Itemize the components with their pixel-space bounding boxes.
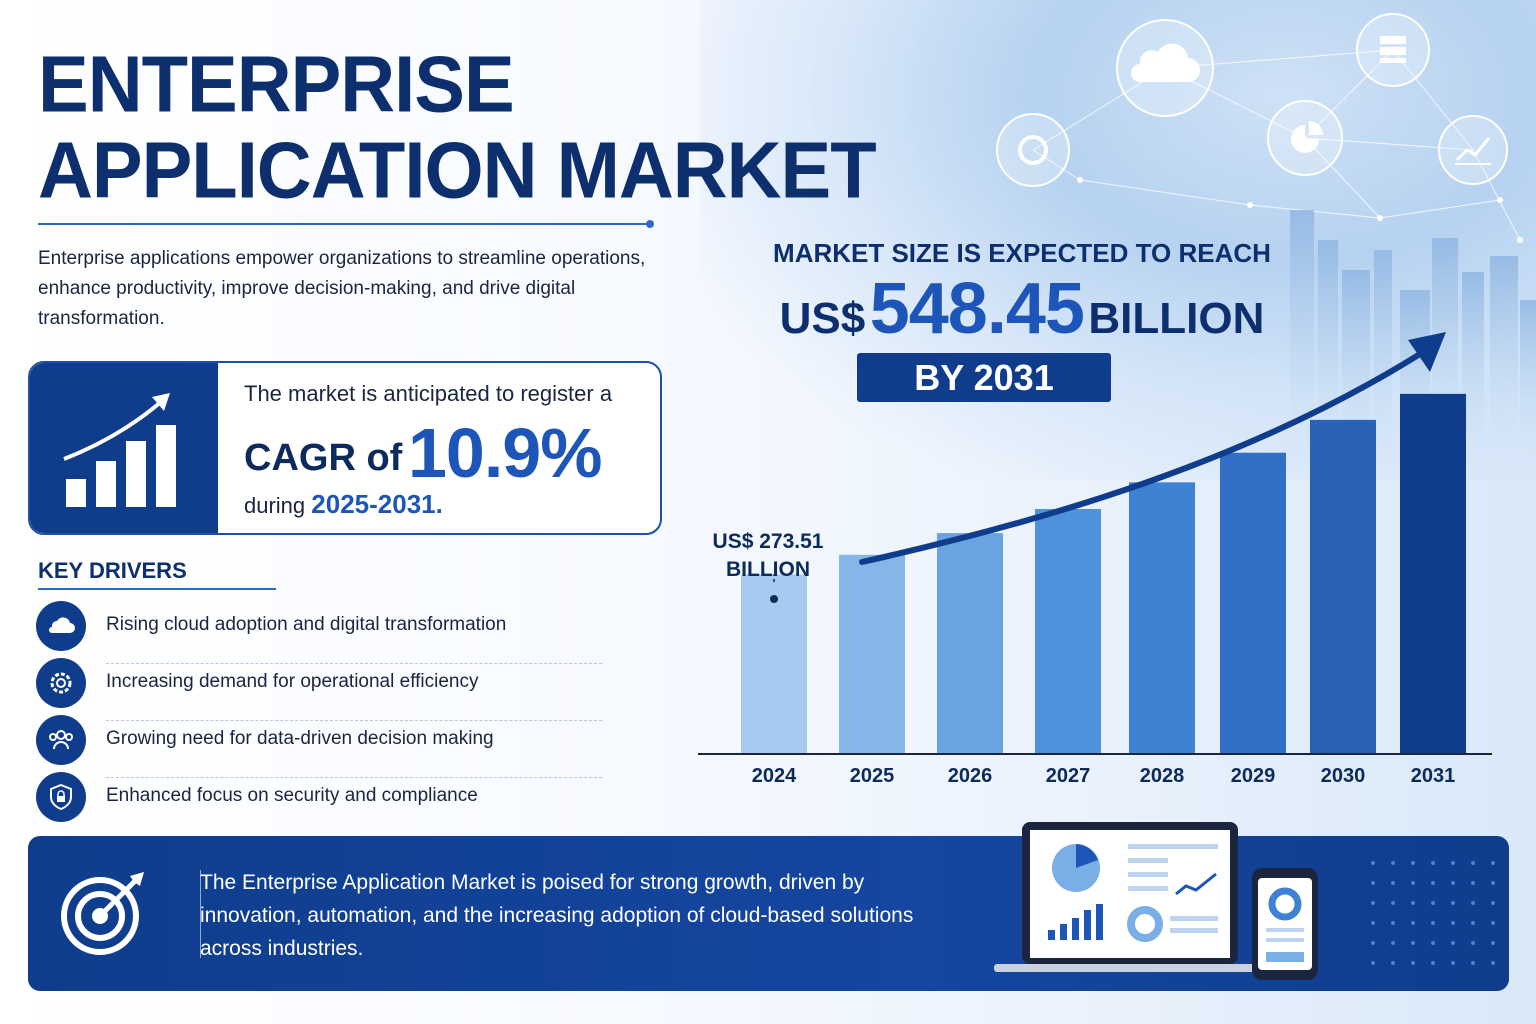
growth-bars-icon: [63, 393, 176, 507]
page-title-line-1: ENTERPRISE: [38, 40, 515, 130]
annotation-value-label: US$ 273.51: [713, 530, 824, 553]
x-tick-label: 2027: [1046, 765, 1091, 787]
cagr-period-text: during 2025-2031.: [244, 489, 443, 520]
x-tick-label: 2031: [1411, 765, 1456, 787]
users-icon: [36, 715, 86, 765]
x-tick-label: 2028: [1140, 765, 1185, 787]
cagr-value: 10.9%: [408, 414, 602, 492]
cagr-icon-panel: [30, 363, 218, 533]
laptop-icon: [994, 822, 1266, 972]
phone-icon: [1252, 868, 1318, 980]
market-size-unit: BILLION: [1088, 294, 1265, 343]
chart-bar: [937, 533, 1003, 754]
cagr-intro-text: The market is anticipated to register a: [244, 381, 613, 406]
x-tick-label: 2030: [1321, 765, 1366, 787]
title-divider-dot: [646, 220, 654, 228]
trend-arrow-line: [859, 351, 1423, 565]
market-size-heading: MARKET SIZE IS EXPECTED TO REACH: [773, 238, 1271, 268]
market-size-currency: US$: [779, 294, 866, 343]
key-drivers-divider: [38, 588, 276, 590]
x-tick-label: 2026: [948, 765, 993, 787]
page-title-line-2: APPLICATION MARKET: [38, 126, 877, 216]
annotation-unit-label: BILLION: [726, 558, 810, 581]
chart-bar: [1400, 393, 1466, 754]
devices-illustration: [994, 822, 1318, 980]
x-tick-label: 2029: [1231, 765, 1276, 787]
market-growth-chart: 2024 2025 2026 2027 2028 2029 2030 2031 US$ 273.…: [698, 332, 1492, 787]
x-tick-label: 2025: [850, 765, 895, 787]
driver-label: Enhanced focus on security and complianc…: [106, 785, 478, 806]
pie-node-icon: [1267, 100, 1343, 176]
driver-item-security: Enhanced focus on security and complianc…: [36, 772, 606, 822]
cagr-label: CAGR of: [244, 437, 403, 479]
banner-text: The Enterprise Application Market is poi…: [200, 866, 960, 965]
trend-arrow-head: [1408, 332, 1446, 372]
cagr-card: The market is anticipated to register a …: [28, 361, 662, 535]
cagr-period: 2025-2031.: [311, 489, 443, 519]
chart-bar: [1310, 419, 1376, 754]
dot-grid-decoration: [1371, 861, 1495, 965]
driver-separator: [106, 663, 602, 664]
growth-chart-node-icon: [1438, 115, 1508, 185]
key-drivers-title: KEY DRIVERS: [38, 558, 187, 583]
market-size-value-row: US$ 548.45 BILLION: [700, 268, 1344, 350]
cloud-icon: [36, 601, 86, 651]
refresh-node-icon: [996, 113, 1070, 187]
market-size-value: 548.45: [869, 269, 1085, 349]
target-icon: [61, 872, 144, 955]
driver-item-efficiency: Increasing demand for operational effici…: [36, 658, 606, 721]
driver-label: Rising cloud adoption and digital transf…: [106, 614, 507, 635]
annotation-dot: [770, 595, 778, 603]
server-node-icon: [1356, 13, 1430, 87]
market-size-year-badge: BY 2031: [857, 353, 1111, 402]
title-divider: [38, 223, 650, 225]
chart-bar: [839, 554, 905, 754]
driver-item-cloud: Rising cloud adoption and digital transf…: [36, 601, 606, 664]
driver-separator: [106, 777, 602, 778]
intro-paragraph: Enterprise applications empower organiza…: [38, 248, 646, 329]
x-tick-label: 2024: [752, 765, 797, 787]
cloud-node-icon: [1116, 19, 1214, 117]
banner-separator: [200, 870, 201, 958]
chart-bar: [741, 574, 807, 754]
banner-text-line: innovation, automation, and the increasi…: [200, 904, 914, 927]
gear-icon: [36, 658, 86, 708]
driver-separator: [106, 720, 602, 721]
cagr-during-label: during: [244, 493, 306, 518]
driver-label: Increasing demand for operational effici…: [106, 671, 479, 692]
chart-bar: [1035, 508, 1101, 754]
chart-bar: [1220, 452, 1286, 754]
driver-label: Growing need for data-driven decision ma…: [106, 728, 494, 749]
chart-bar: [1129, 482, 1195, 754]
banner-text-line: The Enterprise Application Market is poi…: [200, 871, 865, 894]
shield-lock-icon: [36, 772, 86, 822]
banner-text-line: across industries.: [200, 937, 364, 960]
driver-item-data-driven: Growing need for data-driven decision ma…: [36, 715, 606, 778]
